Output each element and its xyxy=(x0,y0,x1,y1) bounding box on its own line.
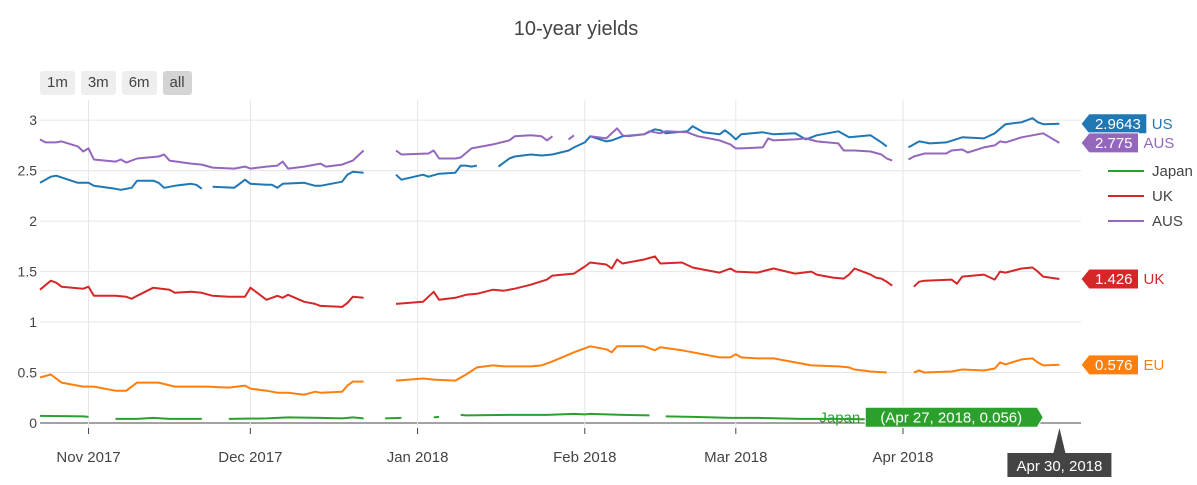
hover-tooltip-value: (Apr 27, 2018, 0.056) xyxy=(880,409,1022,426)
range-button-3m[interactable]: 3m xyxy=(80,71,116,95)
series-line-japan[interactable] xyxy=(39,412,1044,421)
end-value-label-eu: 0.576 xyxy=(1095,357,1133,374)
end-series-name-aus: AUS xyxy=(1144,135,1175,152)
x-tick-label: Feb 2018 xyxy=(553,449,616,466)
end-value-label-uk: 1.426 xyxy=(1095,271,1133,288)
y-tick-label: 3 xyxy=(29,112,37,128)
series-line-us[interactable] xyxy=(39,117,1060,191)
end-value-tag-us xyxy=(1080,113,1148,135)
legend-label-uk: UK xyxy=(1152,188,1173,205)
x-tick-label: Nov 2017 xyxy=(56,449,120,466)
end-series-name-eu: EU xyxy=(1144,357,1165,374)
y-tick-label: 1.5 xyxy=(18,264,38,280)
end-series-name-uk: UK xyxy=(1144,271,1165,288)
range-button-6m[interactable]: 6m xyxy=(121,71,157,95)
end-series-name-us: US xyxy=(1152,116,1173,133)
series-line-eu[interactable] xyxy=(39,345,1060,396)
y-tick-label: 2.5 xyxy=(18,163,38,179)
x-tick-label: Apr 2018 xyxy=(873,449,934,466)
series-line-aus[interactable] xyxy=(39,127,1060,170)
end-value-tag-eu xyxy=(1080,354,1139,376)
y-tick-label: 2 xyxy=(29,213,37,229)
y-tick-label: 1 xyxy=(29,314,37,330)
range-button-all[interactable]: all xyxy=(162,71,192,95)
end-value-label-us: 2.9643 xyxy=(1095,116,1141,133)
end-value-label-aus: 2.775 xyxy=(1095,135,1133,152)
legend-label-japan: Japan xyxy=(1152,163,1193,180)
chart-title: 10-year yields xyxy=(513,18,639,40)
x-tick-label: Mar 2018 xyxy=(704,449,767,466)
series-line-uk[interactable] xyxy=(39,255,1060,308)
hover-tooltip-series-name: Japan xyxy=(819,409,860,426)
y-tick-label: 0.5 xyxy=(18,364,38,380)
legend-label-aus: AUS xyxy=(1152,213,1183,230)
y-tick-label: 0 xyxy=(29,415,37,431)
hover-tooltip xyxy=(864,406,1044,428)
range-selector: 1m 3m 6m all xyxy=(40,71,192,95)
x-spike-tooltip xyxy=(1007,428,1112,477)
x-tick-label: Jan 2018 xyxy=(387,449,449,466)
x-tick-label: Dec 2017 xyxy=(218,449,282,466)
x-spike-tooltip-label: Apr 30, 2018 xyxy=(1016,458,1102,475)
end-value-tag-aus xyxy=(1080,132,1139,154)
range-button-1m[interactable]: 1m xyxy=(40,71,75,95)
end-value-tag-uk xyxy=(1080,268,1139,290)
